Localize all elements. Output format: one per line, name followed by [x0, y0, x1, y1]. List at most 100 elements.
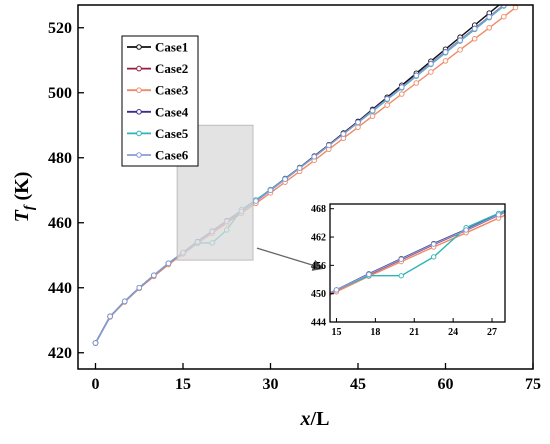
data-point-case6 [151, 272, 157, 279]
data-point-case6 [92, 340, 99, 346]
data-point-case6 [471, 25, 478, 32]
y-tick-label: 500 [48, 85, 72, 102]
y-tick-label: 440 [48, 280, 72, 297]
data-point-case3 [428, 69, 434, 75]
legend-label-case6: Case6 [155, 148, 189, 163]
legend-label-case5: Case5 [155, 126, 189, 141]
x-tick-label: 60 [438, 376, 454, 393]
x-tick-label: 30 [263, 376, 279, 393]
legend-marker-case2 [136, 65, 142, 72]
data-point-case6 [369, 107, 376, 114]
inset-series-group [302, 209, 505, 309]
plot-frame [77, 4, 534, 370]
zoom-arrow [256, 247, 325, 271]
inset-series-line-case6 [330, 210, 505, 294]
data-point-case6 [282, 176, 288, 182]
inset-x-tick-label: 27 [487, 327, 497, 338]
legend-marker-case3 [136, 87, 142, 93]
legend-marker-case5 [136, 130, 142, 137]
data-point-case6 [311, 154, 318, 160]
inset-y-tick-label: 462 [311, 233, 326, 244]
inset-x-tick-label: 24 [448, 327, 458, 338]
inset-y-tick-label: 450 [311, 289, 326, 300]
inset-frame [329, 203, 506, 323]
main-plot: 0 15 30 45 60 75 420 440 460 480 500 520 [48, 0, 541, 393]
inset-x-tick-label: 18 [370, 327, 380, 338]
inset-data-point-case5 [302, 303, 306, 307]
inset-x-tick-label: 21 [409, 327, 419, 338]
data-point-case6 [355, 119, 361, 126]
data-point-case6 [136, 285, 142, 291]
data-point-case3 [399, 91, 405, 97]
data-point-case6 [107, 313, 113, 320]
x-tick-label: 0 [92, 376, 100, 393]
inset-plot: 15 18 21 24 27 444 450 456 462 468 [302, 203, 506, 338]
inset-data-point-case6 [333, 287, 340, 293]
legend-marker-case6 [136, 152, 142, 158]
data-point-case6 [442, 49, 449, 55]
data-point-case6 [399, 84, 405, 90]
data-point-case3 [384, 102, 390, 108]
data-point-case6 [121, 298, 128, 305]
data-point-case3 [457, 47, 463, 53]
inset-data-point-case3 [302, 305, 306, 309]
inset-y-tick-label: 468 [311, 204, 326, 215]
legend-label-case3: Case3 [155, 83, 189, 98]
data-point-case6 [326, 142, 332, 149]
inset-data-point-case4 [302, 303, 306, 307]
series-line-case3 [94, 7, 516, 344]
y-tick-label: 480 [48, 150, 72, 167]
x-tick-label: 45 [350, 376, 366, 393]
inset-data-point-case6 [302, 303, 306, 307]
inset-data-point-case1 [302, 303, 306, 307]
x-tick-label: 75 [525, 376, 541, 393]
data-point-case3 [512, 5, 519, 11]
y-axis-title: Tf (K) [11, 172, 37, 223]
data-point-case3 [442, 58, 449, 64]
inset-data-point-case5 [398, 273, 404, 279]
legend-label-case1: Case1 [155, 40, 188, 55]
data-point-case3 [369, 113, 376, 119]
data-point-case6 [384, 96, 390, 102]
inset-y-tick-label: 444 [311, 318, 326, 329]
data-point-case1 [502, 0, 507, 3]
inset-data-point-case6 [431, 241, 437, 247]
inset-series-line-case3 [330, 214, 505, 296]
data-point-case6 [457, 37, 463, 44]
data-point-case6 [413, 72, 420, 79]
inset-y-tick-label: 456 [311, 261, 326, 272]
legend-marker-case1 [136, 44, 142, 50]
data-point-case3 [501, 13, 507, 20]
inset-x-tick-label: 15 [331, 327, 341, 338]
legend-label-case4: Case4 [155, 104, 189, 119]
data-point-case6 [165, 260, 172, 267]
inset-data-point-case5 [431, 254, 437, 260]
legend-box [121, 35, 199, 167]
x-tick-label: 15 [175, 376, 191, 393]
y-tick-label: 520 [48, 20, 72, 37]
inset-data-point-case2 [302, 304, 306, 308]
data-point-case3 [413, 80, 420, 86]
legend: Case1 Case2 Case3 Case4 Case5 Case6 [121, 35, 199, 167]
y-tick-label: 460 [48, 215, 72, 232]
inset-data-point-case6 [366, 271, 372, 277]
data-point-case6 [267, 187, 274, 193]
y-tick-label: 420 [48, 345, 72, 362]
legend-label-case2: Case2 [155, 61, 188, 76]
legend-marker-case4 [136, 109, 142, 115]
data-point-case6 [296, 165, 303, 171]
data-point-case3 [471, 36, 478, 42]
zoom-layer [176, 124, 325, 271]
data-point-case6 [428, 61, 434, 67]
data-point-case3 [486, 25, 493, 31]
series-line-case6 [94, 5, 506, 344]
data-point-case3 [355, 124, 361, 130]
inset-data-point-case6 [495, 212, 502, 218]
x-axis-title: x/L [300, 408, 330, 430]
data-point-case6 [486, 14, 493, 20]
inset-data-point-case6 [463, 227, 469, 233]
data-point-case6 [340, 131, 347, 137]
inset-data-point-case6 [398, 256, 404, 262]
